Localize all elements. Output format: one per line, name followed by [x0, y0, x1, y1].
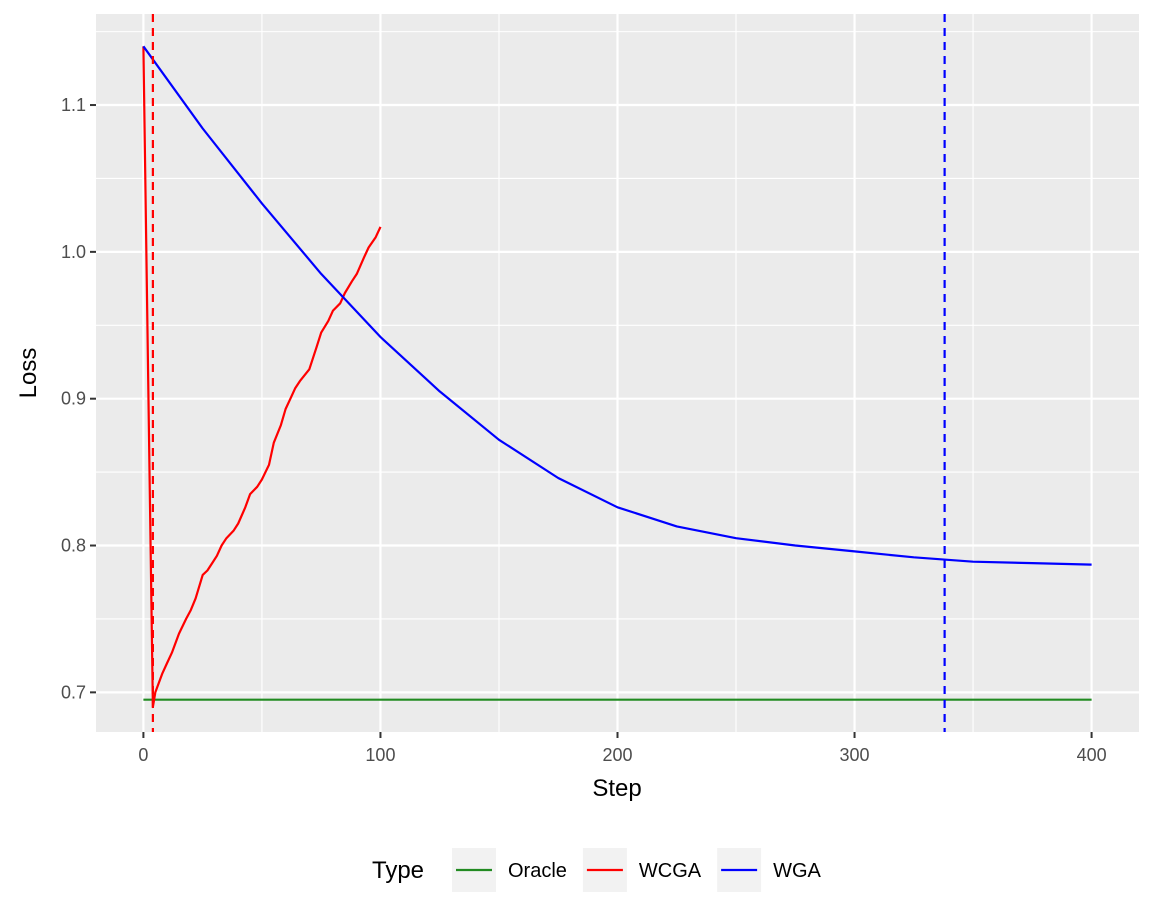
- x-tick-label: 200: [602, 745, 632, 765]
- legend-title: Type: [372, 857, 424, 884]
- x-tick-label: 400: [1077, 745, 1107, 765]
- y-tick-label: 1.0: [61, 242, 86, 262]
- legend-label-wcga: WCGA: [639, 860, 702, 882]
- grid-major: [96, 14, 1139, 732]
- y-tick-label: 0.9: [61, 389, 86, 409]
- y-tick-label: 0.7: [61, 682, 86, 702]
- vline-layer: [151, 14, 946, 732]
- series-line-wga: [142, 45, 1092, 566]
- legend-label-oracle: Oracle: [508, 860, 567, 882]
- x-axis-title: Step: [592, 775, 641, 802]
- series-line-wcga: [142, 46, 382, 709]
- y-axis-title: Loss: [15, 348, 42, 399]
- series-layer: [142, 45, 1092, 709]
- x-tick-label: 300: [840, 745, 870, 765]
- y-tick-label: 1.1: [61, 95, 86, 115]
- y-tick-label: 0.8: [61, 536, 86, 556]
- x-tick-label: 100: [365, 745, 395, 765]
- legend: Type Oracle WCGA WGA: [372, 848, 822, 892]
- x-tick-label: 0: [138, 745, 148, 765]
- y-axis: 0.7 0.8 0.9 1.0 1.1: [61, 95, 96, 702]
- legend-label-wga: WGA: [773, 860, 821, 882]
- x-axis: 0 100 200 300 400: [138, 732, 1107, 765]
